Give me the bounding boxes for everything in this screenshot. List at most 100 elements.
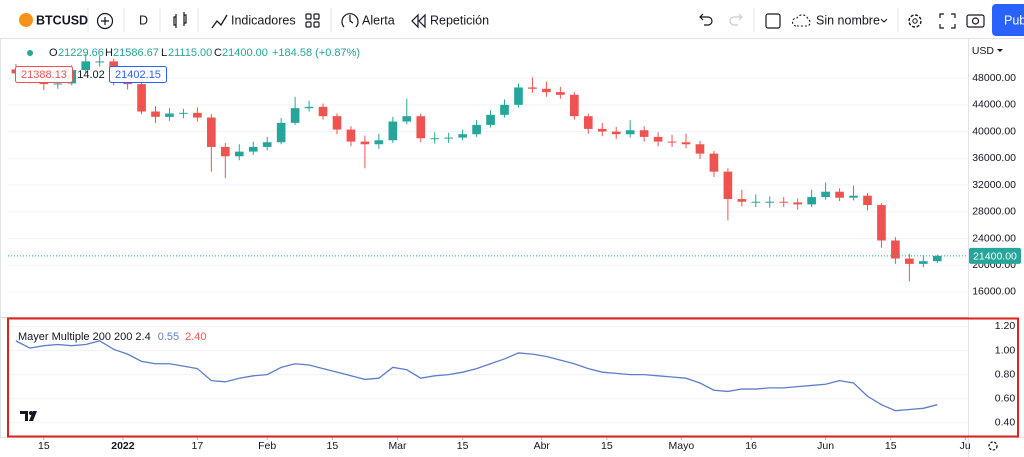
candle-body	[779, 201, 789, 203]
candle-body	[374, 140, 384, 145]
dropdown-caret[interactable]	[880, 18, 888, 23]
legend: O 21229.66 H 21586.67 L 21115.00 C 21400…	[27, 47, 360, 59]
interval[interactable]: D	[139, 13, 148, 27]
candle-body	[193, 112, 202, 118]
publish-button-bg[interactable]	[992, 4, 1024, 36]
legend-l-label: L	[161, 47, 167, 59]
candle-body	[877, 205, 886, 241]
add-symbol-icon[interactable]	[96, 12, 114, 30]
candle-body	[723, 171, 733, 200]
settings-icon[interactable]	[908, 14, 922, 28]
candle-body	[95, 61, 104, 63]
legend-o-label: O	[49, 47, 58, 59]
axis-settings-icon[interactable]	[988, 441, 998, 451]
toolbar: BTCUSD D Indicadores Alerta Repetición S…	[0, 0, 1024, 39]
legend-change: +184.58 (+0.87%)	[272, 47, 360, 59]
candle-body	[667, 141, 677, 143]
candle-body	[569, 94, 579, 117]
tv-logo	[20, 411, 37, 421]
y-tick-label: 48000.00	[972, 72, 1016, 84]
y-tick-label: 40000.00	[972, 125, 1016, 137]
layout-name[interactable]: Sin nombre	[816, 13, 880, 27]
last-price-label: 21400.00	[973, 251, 1017, 263]
legend-close: 21400.00	[222, 47, 268, 59]
candle-body	[402, 116, 412, 122]
candle-body	[681, 142, 691, 145]
y2-tick-label: 0.40	[995, 417, 1016, 429]
candle-body	[528, 87, 537, 89]
logo	[20, 411, 37, 421]
last-price-tag	[969, 247, 1021, 264]
candle-body	[486, 114, 495, 125]
candle-body	[318, 106, 328, 117]
candle-body	[765, 201, 775, 203]
buy-button-bg[interactable]	[109, 66, 167, 83]
candle-body	[220, 146, 230, 157]
candle-body	[346, 129, 356, 142]
templates-icon[interactable]	[305, 13, 320, 28]
chart-type-icon[interactable]	[173, 12, 187, 28]
alert-icon[interactable]	[341, 13, 359, 28]
x-tick-label: 15	[601, 440, 613, 452]
replay-button[interactable]: Repetición	[430, 13, 489, 27]
y-tick-label: 32000.00	[972, 179, 1016, 191]
x-tick-label: 16	[745, 440, 757, 452]
y-tick-label: 16000.00	[972, 286, 1016, 298]
sell-price[interactable]: 21388.13	[21, 69, 67, 81]
candle-body	[653, 136, 663, 142]
candle-body	[500, 104, 509, 115]
logo-dot	[29, 411, 33, 415]
candle-body	[751, 201, 761, 203]
indicators-button[interactable]: Indicadores	[231, 13, 296, 27]
candle-body	[304, 106, 314, 109]
candle-body	[821, 191, 830, 198]
btc-icon	[19, 13, 33, 27]
redo-icon	[729, 13, 743, 26]
currency-label[interactable]: USD	[972, 45, 995, 57]
candle-body	[430, 138, 440, 140]
sell-button-bg[interactable]	[15, 66, 73, 83]
layout-checkbox[interactable]	[765, 13, 781, 29]
candle-body	[290, 108, 300, 123]
spread: 14.02	[77, 69, 105, 81]
replay-icon[interactable]	[411, 13, 426, 29]
y-tick-label: 28000.00	[972, 206, 1016, 218]
legend-low: 21115.00	[168, 47, 212, 59]
x-tick-label: 15	[326, 440, 338, 452]
candle-body	[262, 142, 272, 147]
buy-price[interactable]: 21402.15	[115, 69, 161, 81]
candle-body	[472, 124, 481, 135]
candle-body	[276, 122, 286, 143]
indicators-icon[interactable]	[211, 14, 228, 29]
candle-body	[81, 61, 91, 71]
plot-area	[0, 38, 1024, 457]
publish-button[interactable]: Pub	[1004, 13, 1024, 27]
symbol[interactable]: BTCUSD	[36, 13, 88, 27]
candle-body	[835, 191, 844, 198]
candle-body	[151, 111, 160, 117]
candle-body	[458, 134, 467, 138]
x-tick-label: 2022	[111, 440, 135, 452]
fullscreen-icon[interactable]	[939, 13, 956, 29]
candle-body	[583, 116, 593, 129]
x-tick-label: Ju	[960, 440, 971, 452]
x-tick-label: Mar	[388, 440, 407, 452]
alert-button[interactable]: Alerta	[362, 13, 395, 27]
candle-body	[863, 195, 872, 206]
candle-body	[388, 121, 398, 141]
x-tick-label: Mayo	[669, 440, 695, 452]
candle-body	[332, 116, 342, 130]
undo-icon[interactable]	[699, 13, 713, 26]
candle-body	[625, 130, 635, 135]
candle-body	[416, 116, 426, 139]
candle-body	[709, 153, 719, 172]
candle-body	[695, 144, 705, 154]
candle-body	[793, 202, 803, 205]
snapshot-icon[interactable]	[966, 14, 985, 28]
candle-body	[123, 82, 132, 85]
indicator-value: 0.55	[158, 331, 179, 343]
y-tick-label: 36000.00	[972, 152, 1016, 164]
